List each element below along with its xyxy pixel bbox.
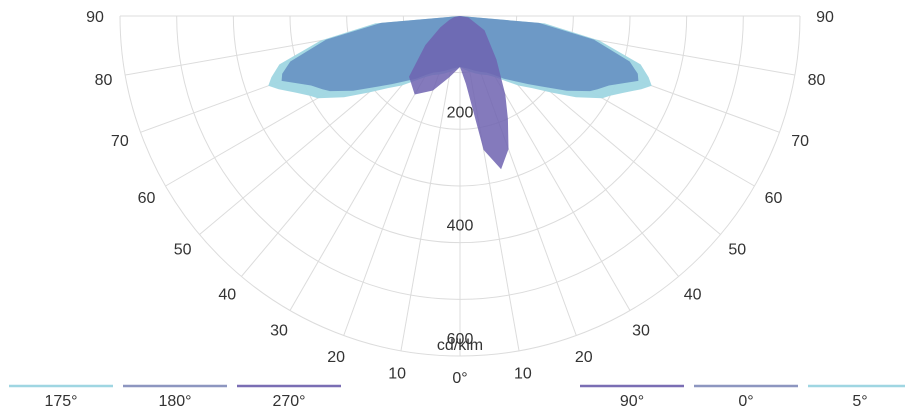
tick-labels: 90 80 70 60 50 40 30 20 10 90 80 70 60 50 40 30 20 10 0° 20… (86, 9, 834, 387)
legend-label: 5° (852, 393, 867, 410)
angle-tick-label: 40 (684, 286, 702, 303)
angle-tick-label: 60 (138, 190, 156, 207)
angle-tick-label: 80 (808, 72, 826, 89)
angle-tick-label: 20 (327, 349, 345, 366)
angle-tick-label: 90 (86, 9, 104, 26)
series-area-270deg (409, 16, 509, 170)
angle-tick-label: 50 (728, 242, 746, 259)
angle-tick-label: 70 (791, 133, 809, 150)
legend-label: 180° (158, 393, 191, 410)
legend-label: 90° (620, 393, 644, 410)
angle-tick-label: 10 (388, 366, 406, 383)
angle-tick-label: 70 (111, 133, 129, 150)
angle-tick-label: 30 (270, 323, 288, 340)
legend-label: 270° (272, 393, 305, 410)
series-layer (268, 16, 652, 170)
radial-tick-label: 600 (447, 331, 474, 348)
legend: 175° 180° 270° 90° 0° 5° (9, 384, 905, 410)
radial-tick-label: 200 (447, 104, 474, 121)
angle-tick-label-zero: 0° (452, 370, 467, 387)
angle-tick-label: 50 (174, 242, 192, 259)
angle-tick-label: 80 (95, 72, 113, 89)
angle-tick-label: 30 (632, 323, 650, 340)
legend-label: 0° (738, 393, 753, 410)
angle-tick-label: 90 (816, 9, 834, 26)
radial-unit-label: cd/klm (437, 337, 483, 354)
angle-tick-label: 40 (218, 286, 236, 303)
radial-tick-label: 400 (447, 218, 474, 235)
angle-tick-label: 10 (514, 366, 532, 383)
legend-label: 175° (44, 393, 77, 410)
angle-tick-label: 20 (575, 349, 593, 366)
angle-tick-label: 60 (765, 190, 783, 207)
